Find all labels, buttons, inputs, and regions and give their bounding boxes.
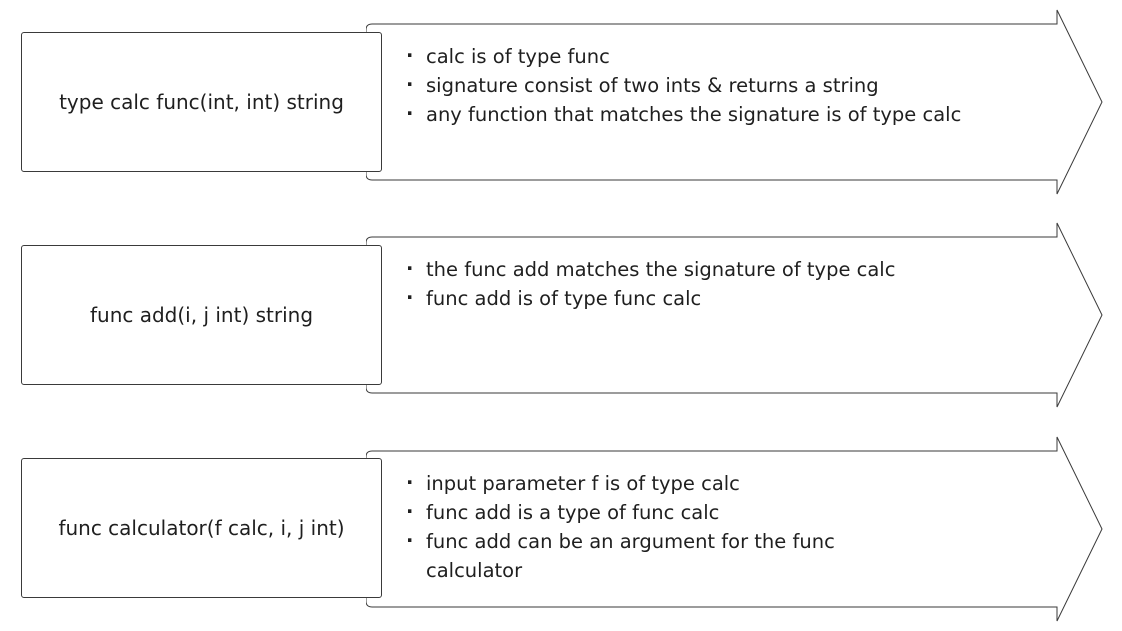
row-1-label: type calc func(int, int) string xyxy=(59,90,344,114)
row-1-bullet-1: calc is of type func xyxy=(404,41,1044,71)
row-2-label-box: func add(i, j int) string xyxy=(21,245,382,385)
row-2-bullet-2: func add is of type func calc xyxy=(404,283,1044,313)
diagram-row-2: func add(i, j int) string the func add m… xyxy=(0,221,1122,411)
diagram-row-1: type calc func(int, int) string calc is … xyxy=(0,8,1122,198)
row-3-bullets: input parameter f is of type calc func a… xyxy=(404,468,904,585)
row-3-bullet-2: func add is a type of func calc xyxy=(404,497,904,527)
row-3-label: func calculator(f calc, i, j int) xyxy=(58,516,345,540)
row-2-label: func add(i, j int) string xyxy=(89,303,314,327)
row-1-bullet-2: signature consist of two ints & returns … xyxy=(404,70,1044,100)
row-1-bullets: calc is of type func signature consist o… xyxy=(404,41,1044,129)
row-2-bullet-1: the func add matches the signature of ty… xyxy=(404,254,1044,284)
diagram-row-3: func calculator(f calc, i, j int) input … xyxy=(0,435,1122,625)
arrow-shape-2 xyxy=(366,222,1103,408)
row-2-bullets: the func add matches the signature of ty… xyxy=(404,254,1044,313)
row-3-label-box: func calculator(f calc, i, j int) xyxy=(21,458,382,598)
row-3-bullet-3: func add can be an argument for the func… xyxy=(404,526,904,585)
row-1-label-box: type calc func(int, int) string xyxy=(21,32,382,172)
row-3-bullet-1: input parameter f is of type calc xyxy=(404,468,904,498)
row-1-bullet-3: any function that matches the signature … xyxy=(404,99,1044,129)
